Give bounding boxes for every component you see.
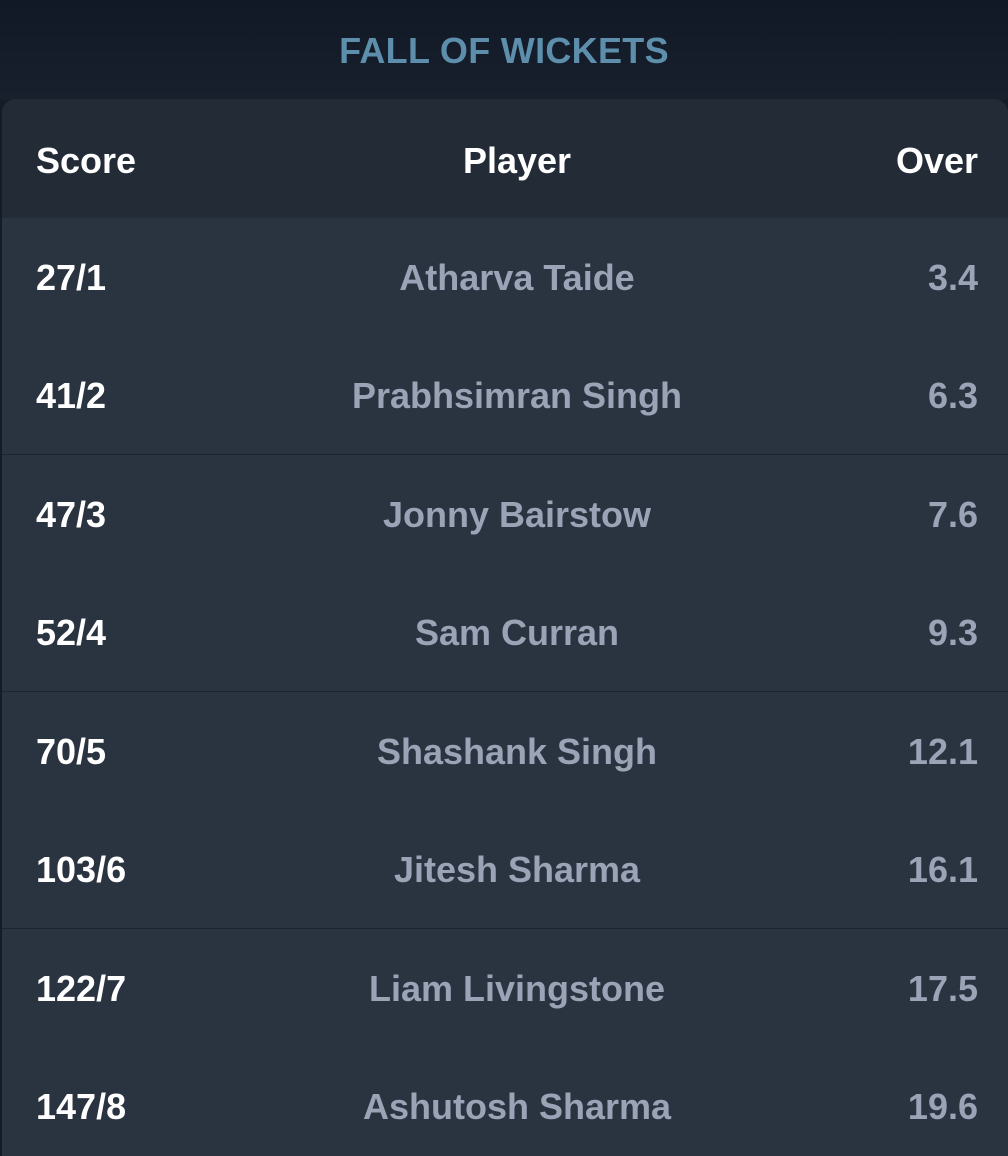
player-name: Liam Livingstone [368, 968, 666, 1009]
wicket-over: 19.6 [907, 1086, 978, 1127]
table-row: Prabhsimran Singh 41/2 6.3 [2, 336, 1008, 454]
wicket-score: 47/3 [36, 494, 107, 535]
header-over: Over [895, 140, 978, 181]
wicket-score: 122/7 [36, 968, 127, 1009]
wicket-score: 147/8 [36, 1086, 127, 1127]
header-player: Player [462, 140, 572, 181]
table-row: Sam Curran 52/4 9.3 [2, 573, 1008, 691]
title-bar: FALL OF WICKETS [0, 0, 1008, 100]
section-title: FALL OF WICKETS [339, 30, 669, 71]
wicket-over: 6.3 [927, 375, 978, 416]
table-row: Jonny Bairstow 47/3 7.6 [2, 455, 1008, 573]
row-divider [2, 928, 1008, 929]
wicket-over: 16.1 [907, 849, 978, 890]
table-row: Atharva Taide 27/1 3.4 [2, 218, 1008, 336]
fall-of-wickets-table: Player Score Over Atharva Taide 27/1 3.4… [2, 99, 1008, 1156]
wicket-score: 52/4 [36, 612, 107, 653]
row-divider [2, 691, 1008, 692]
wicket-over: 12.1 [907, 731, 978, 772]
wicket-score: 103/6 [36, 849, 127, 890]
header-score: Score [36, 140, 137, 181]
wicket-score: 70/5 [36, 731, 107, 772]
wicket-over: 3.4 [927, 257, 978, 298]
table-header: Player Score Over [2, 99, 1008, 218]
player-name: Atharva Taide [399, 257, 635, 298]
player-name: Jonny Bairstow [382, 494, 652, 535]
row-divider [2, 454, 1008, 455]
wicket-over: 7.6 [927, 494, 978, 535]
table-row: Liam Livingstone 122/7 17.5 [2, 929, 1008, 1047]
table-row: Ashutosh Sharma 147/8 19.6 [2, 1047, 1008, 1156]
wicket-over: 9.3 [927, 612, 978, 653]
player-name: Jitesh Sharma [393, 849, 641, 890]
player-name: Prabhsimran Singh [351, 375, 683, 416]
table-row: Jitesh Sharma 103/6 16.1 [2, 810, 1008, 928]
wicket-score: 41/2 [36, 375, 107, 416]
player-name: Shashank Singh [376, 731, 658, 772]
player-name: Sam Curran [414, 612, 620, 653]
player-name: Ashutosh Sharma [362, 1086, 672, 1127]
wicket-score: 27/1 [36, 257, 107, 298]
table-row: Shashank Singh 70/5 12.1 [2, 692, 1008, 810]
wicket-over: 17.5 [907, 968, 978, 1009]
